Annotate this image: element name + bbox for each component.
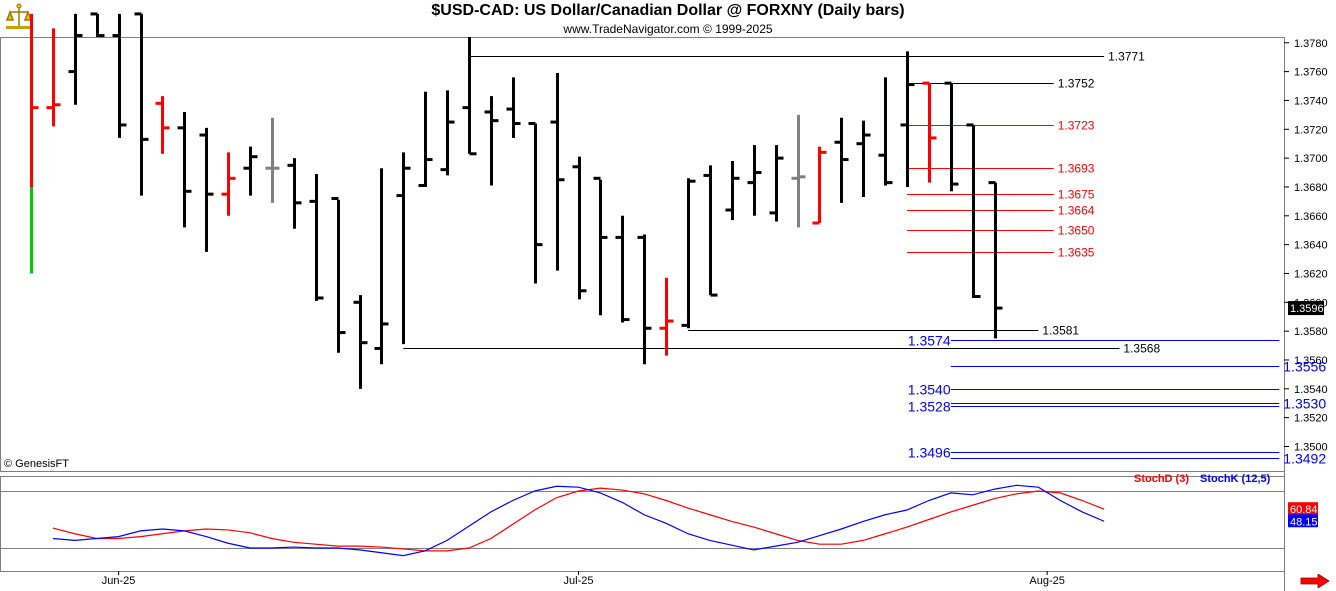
ohlc-bars — [30, 12, 1003, 389]
ohlc-bar — [112, 13, 127, 138]
y-axis-tick-label: 1.3560 — [1294, 355, 1328, 367]
ohlc-bar — [593, 176, 608, 316]
level-label: 1.3581 — [1042, 324, 1079, 338]
level-label: 1.3693 — [1058, 162, 1095, 176]
ohlc-bar — [966, 123, 981, 299]
level-label: 1.3496 — [908, 445, 951, 461]
level-label: 1.3574 — [908, 333, 951, 349]
stoch-d-line — [52, 487, 1105, 552]
chart-subtitle: www.TradeNavigator.com © 1999-2025 — [563, 22, 773, 36]
y-axis-tick-label: 1.3680 — [1294, 182, 1328, 194]
ohlc-bar — [374, 168, 389, 365]
ohlc-bar — [856, 120, 871, 198]
y-axis-tick-label: 1.3700 — [1294, 153, 1328, 165]
x-axis-label: Jun-25 — [102, 575, 136, 587]
ohlc-bar — [528, 122, 543, 284]
x-axis-label: Jul-25 — [564, 575, 594, 587]
ohlc-bar — [506, 77, 521, 138]
y-axis-tick-label: 1.3620 — [1294, 268, 1328, 280]
level-label: 1.3723 — [1058, 119, 1095, 133]
y-axis: 1.3780 1.3760 1.3740 1.3720 1.3700 1.3680 1.36… — [1284, 38, 1328, 453]
ohlc-bar — [988, 181, 1003, 339]
ohlc-bar — [155, 96, 170, 154]
stoch-k-value: 48.15 — [1290, 516, 1318, 528]
y-axis-tick-label: 1.3640 — [1294, 240, 1328, 252]
ohlc-bar — [287, 158, 302, 229]
ohlc-bar — [550, 73, 565, 271]
y-axis-tick-label: 1.3780 — [1294, 38, 1328, 50]
ohlc-bar — [353, 295, 368, 389]
level-label: 1.3528 — [908, 399, 951, 415]
y-axis-tick-label: 1.3580 — [1294, 326, 1328, 338]
y-axis-tick-label: 1.3720 — [1294, 124, 1328, 136]
scroll-right-arrow-icon[interactable] — [1300, 574, 1330, 588]
x-axis-label: Aug-25 — [1029, 575, 1064, 587]
stochastic-panel-frame — [0, 476, 1285, 572]
ohlc-bar — [944, 81, 959, 192]
ohlc-bar — [309, 173, 324, 301]
level-label: 1.3568 — [1123, 342, 1160, 356]
ohlc-bar — [462, 37, 477, 156]
y-axis-tick-label: 1.3740 — [1294, 95, 1328, 107]
logo-icon — [5, 3, 33, 29]
ohlc-bar — [725, 161, 740, 221]
ohlc-bar — [418, 91, 433, 188]
level-label: 1.3635 — [1058, 246, 1095, 260]
level-label: 1.3675 — [1058, 188, 1095, 202]
ohlc-bar — [834, 117, 849, 203]
ohlc-bar — [659, 277, 674, 356]
ohlc-bar — [900, 51, 915, 187]
ohlc-bar — [791, 114, 806, 228]
last-price-badge — [1288, 301, 1324, 316]
ohlc-bar — [243, 146, 258, 196]
chart-title: $USD-CAD: US Dollar/Canadian Dollar @ FO… — [431, 2, 905, 19]
y-axis-tick-label: 1.3540 — [1294, 384, 1328, 396]
ohlc-bar — [265, 117, 280, 203]
level-label: 1.3752 — [1058, 77, 1095, 91]
ohlc-bar — [221, 152, 236, 216]
ohlc-bar — [615, 215, 630, 323]
ohlc-bar — [922, 81, 937, 183]
chart-header: $USD-CAD: US Dollar/Canadian Dollar @ FO… — [0, 0, 1336, 37]
ohlc-bar — [769, 145, 784, 222]
ohlc-bar — [331, 196, 346, 353]
ohlc-bar — [90, 12, 105, 38]
stoch-k-line — [52, 484, 1105, 557]
y-axis-tick-label: 1.3500 — [1294, 441, 1328, 453]
ohlc-bar — [484, 96, 499, 186]
stoch-d-value: 60.84 — [1290, 504, 1318, 516]
ohlc-bar — [396, 152, 411, 345]
ohlc-bar — [46, 28, 61, 127]
level-label: 1.3650 — [1058, 224, 1095, 238]
ohlc-bar — [681, 178, 696, 329]
ohlc-bar — [572, 156, 587, 300]
last-price-label: 1.3596 — [1290, 303, 1324, 315]
level-label: 1.3530 — [1283, 396, 1326, 412]
ohlc-bar — [703, 165, 718, 297]
legend-stoch-d: StochD (3) — [1134, 473, 1189, 485]
ohlc-bar — [878, 77, 893, 186]
level-label: 1.3556 — [1283, 359, 1326, 375]
copyright-label: © GenesisFT — [4, 458, 69, 470]
ohlc-bar — [637, 234, 652, 365]
y-axis-tick-label: 1.3760 — [1294, 67, 1328, 79]
stoch-d-value-badge — [1288, 502, 1318, 516]
ohlc-bar — [812, 146, 827, 225]
legend-stoch-k: StochK (12,5) — [1200, 473, 1271, 485]
level-label: 1.3540 — [908, 382, 951, 398]
y-axis-tick-label: 1.3520 — [1294, 413, 1328, 425]
ohlc-bar — [30, 13, 39, 274]
ohlc-bar — [68, 13, 83, 105]
level-label: 1.3492 — [1283, 451, 1326, 467]
ohlc-bar — [199, 127, 214, 252]
ohlc-bar — [747, 145, 762, 216]
y-axis-tick-label: 1.3660 — [1294, 211, 1328, 223]
ohlc-bar — [177, 111, 192, 228]
level-label: 1.3771 — [1108, 50, 1145, 64]
ohlc-bar — [134, 12, 149, 196]
level-label: 1.3664 — [1058, 204, 1095, 218]
ohlc-bar — [440, 90, 455, 176]
stoch-k-value-badge — [1288, 514, 1318, 528]
